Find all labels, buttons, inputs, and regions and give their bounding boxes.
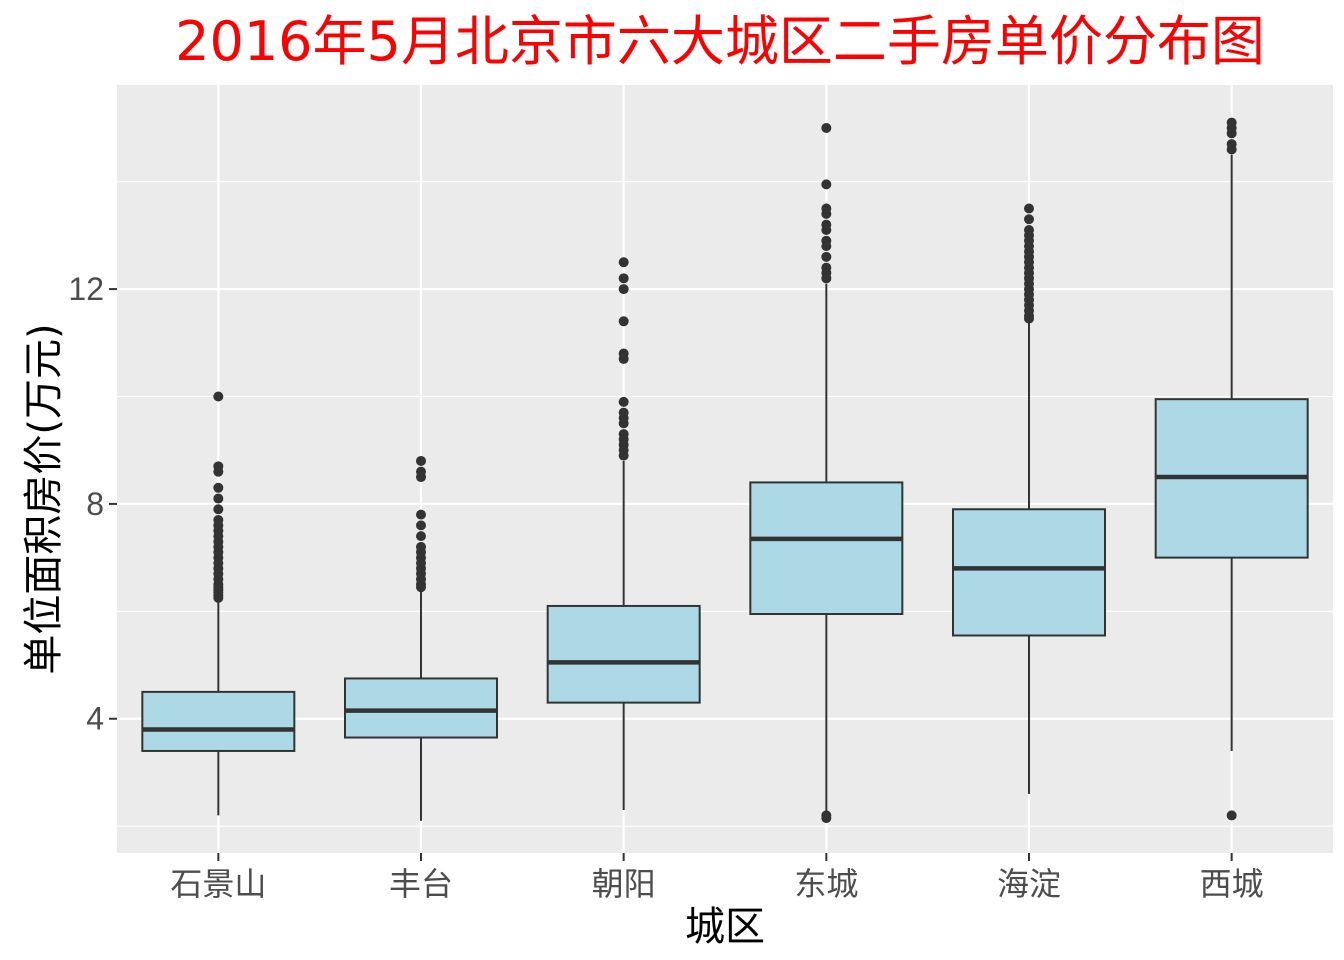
outlier-point — [213, 391, 224, 402]
x-tick-label: 丰台 — [389, 865, 453, 903]
box — [546, 604, 701, 704]
outlier-point — [821, 251, 832, 262]
box-group — [749, 122, 904, 824]
outlier-point — [821, 262, 832, 273]
outlier-point — [618, 429, 629, 440]
outlier-point — [1226, 810, 1237, 821]
x-tick-label: 东城 — [794, 865, 858, 903]
outlier-point — [1024, 225, 1034, 236]
outlier-point — [1226, 139, 1237, 150]
outlier-point — [821, 179, 832, 190]
outlier-point — [821, 219, 832, 230]
box-group — [546, 257, 701, 811]
outlier-point — [618, 273, 629, 284]
box — [344, 677, 498, 739]
chart-title: 2016年5月北京市六大城区二手房单价分布图 — [175, 10, 1265, 73]
outlier-point — [416, 531, 426, 542]
outlier-point — [213, 482, 224, 493]
outlier-point — [416, 541, 426, 552]
outlier-point — [618, 407, 629, 418]
outlier-point — [821, 235, 832, 246]
outlier-point — [618, 316, 629, 327]
outlier-point — [618, 396, 629, 407]
outlier-point — [213, 493, 224, 504]
outlier-point — [416, 466, 426, 477]
x-tick-label: 西城 — [1200, 865, 1264, 903]
x-tick-label: 石景山 — [170, 865, 266, 903]
x-axis: 石景山 丰台 朝阳 东城 海淀 西城 — [170, 853, 1264, 903]
x-axis-title: 城区 — [685, 904, 765, 950]
outlier-point — [213, 461, 224, 472]
outlier-point — [821, 122, 832, 133]
outlier-point — [213, 515, 224, 526]
outlier-point — [618, 284, 629, 295]
y-axis: 4 8 12 — [68, 271, 117, 737]
outlier-point — [618, 348, 629, 359]
outlier-point — [618, 257, 629, 268]
box-group — [141, 391, 296, 816]
y-axis-title: 单位面积房价(万元) — [21, 323, 67, 674]
outlier-point — [821, 203, 832, 214]
outlier-point — [416, 509, 426, 520]
x-tick-label: 朝阳 — [592, 865, 656, 903]
outlier-point — [1024, 214, 1034, 225]
outlier-point — [1024, 203, 1034, 214]
outlier-point — [1226, 117, 1237, 128]
box-group — [952, 203, 1106, 794]
outlier-point — [416, 455, 426, 466]
box — [749, 481, 904, 616]
outlier-point — [821, 810, 832, 821]
outlier-point — [416, 520, 426, 531]
box — [141, 690, 296, 752]
box — [952, 508, 1106, 637]
y-tick-label: 12 — [68, 271, 104, 307]
box-group — [1154, 117, 1309, 821]
y-tick-label: 8 — [86, 486, 104, 522]
box-group — [344, 455, 498, 821]
plot-panel — [117, 85, 1333, 853]
y-tick-label: 4 — [86, 701, 104, 737]
boxplot-series — [141, 117, 1309, 824]
outlier-point — [213, 504, 224, 515]
x-tick-label: 海淀 — [997, 865, 1061, 903]
